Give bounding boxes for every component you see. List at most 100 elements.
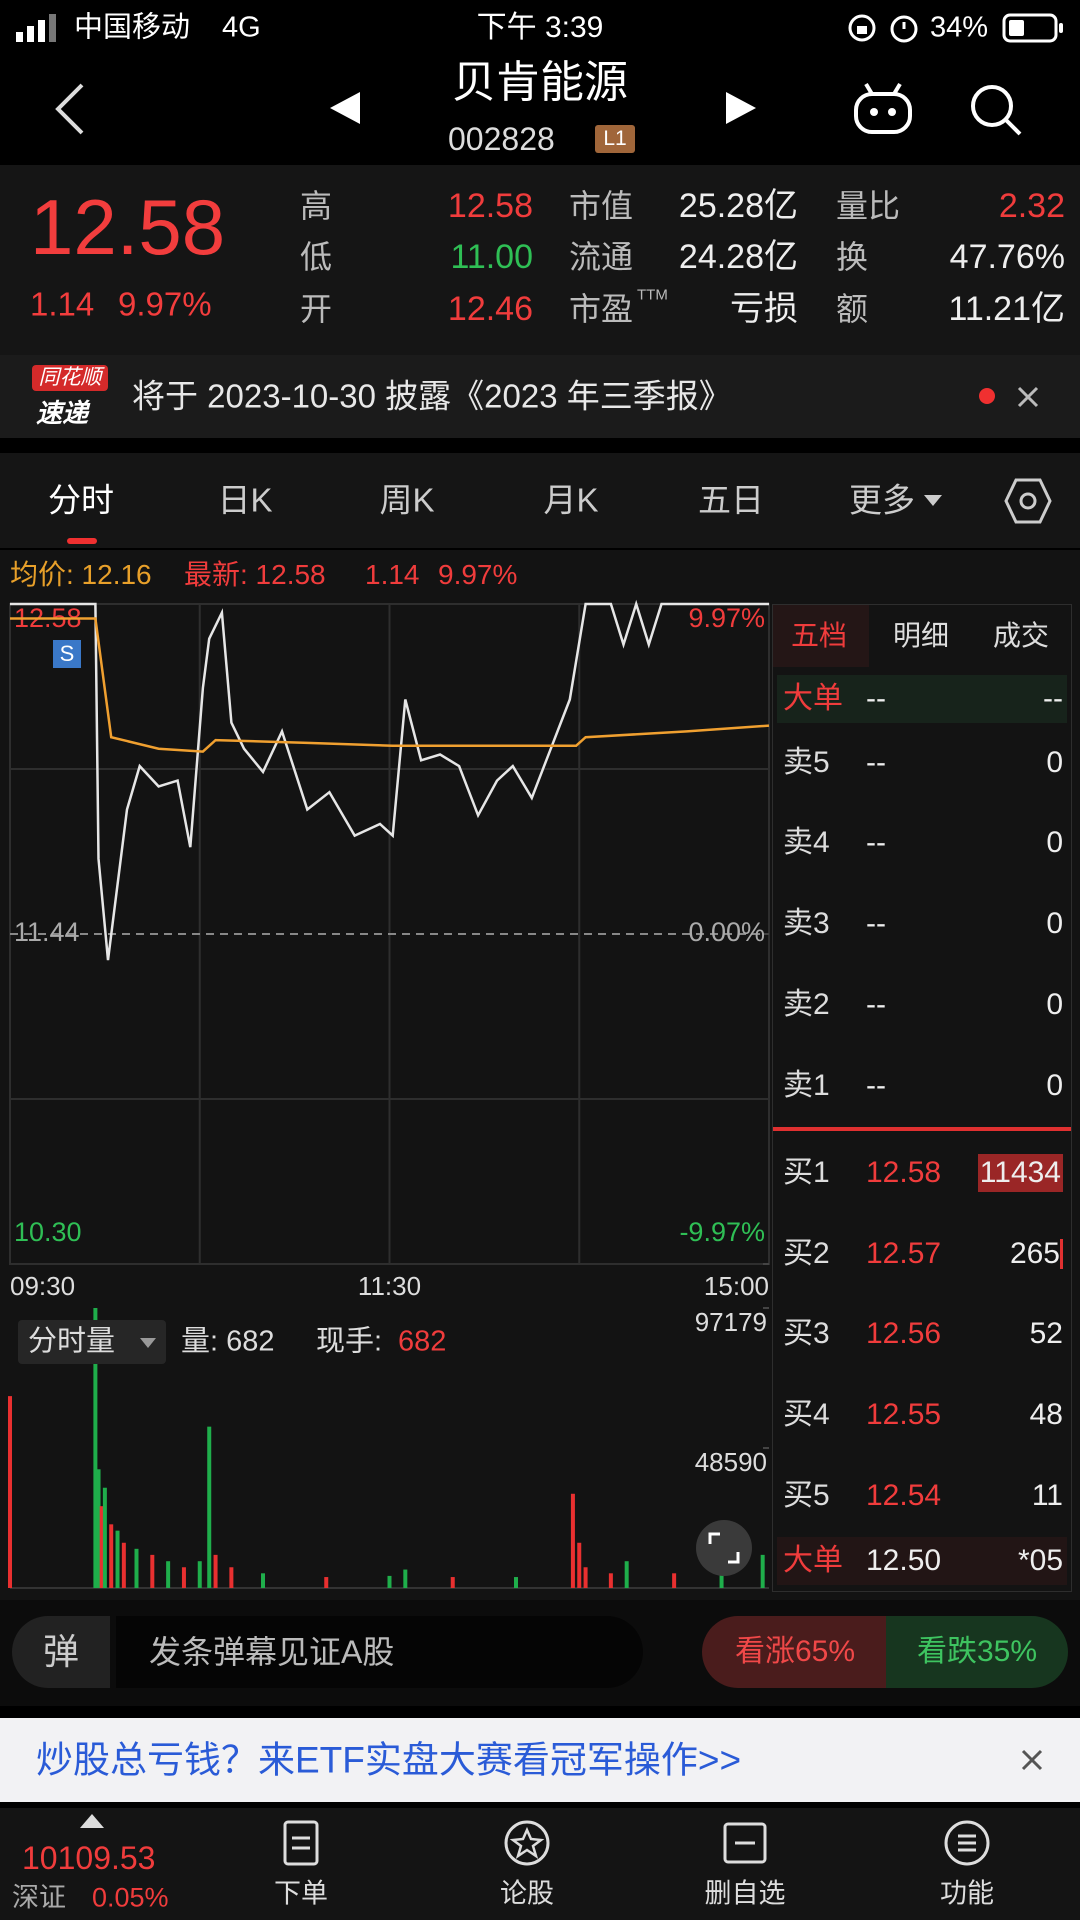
book-tab[interactable]: 成交 xyxy=(992,620,1050,651)
y2-tick-label: -9.97% xyxy=(679,1217,765,1247)
book-label: 卖2 xyxy=(783,988,830,1021)
top-bar: 中国移动 4G 下午 3:39 34% 贝肯能源 002828 L1 xyxy=(0,0,1080,165)
book-tab[interactable]: 五档 xyxy=(790,620,848,651)
stat-value: 12.46 xyxy=(447,290,533,328)
book-label: 卖3 xyxy=(783,907,830,940)
period-tab[interactable]: 五日 xyxy=(698,481,764,519)
stock-name: 贝肯能源 xyxy=(452,58,628,107)
nav-label[interactable]: 下单 xyxy=(274,1878,328,1909)
search-button[interactable] xyxy=(968,82,1024,138)
volume-bar xyxy=(93,1308,98,1588)
x-tick-label: 11:30 xyxy=(358,1271,421,1301)
book-row-bg xyxy=(777,1537,1067,1585)
x-tick-label: 09:30 xyxy=(10,1271,75,1301)
stat-label: 市盈 xyxy=(569,291,634,327)
notice-bar[interactable]: 同花顺 速递 将于 2023-10-30 披露《2023 年三季报》 xyxy=(0,355,1080,438)
signal-marker xyxy=(53,640,81,668)
period-tab[interactable]: 更多 xyxy=(849,481,915,519)
book-price: -- xyxy=(866,907,886,940)
volume-bar xyxy=(324,1577,329,1588)
book-price: -- xyxy=(866,826,886,859)
book-label: 卖1 xyxy=(783,1069,830,1102)
volume-bar xyxy=(583,1567,588,1588)
book-tab[interactable]: 明细 xyxy=(892,620,950,651)
nav-icon[interactable] xyxy=(719,1818,771,1868)
book-label: 卖5 xyxy=(783,746,830,779)
nav-label[interactable]: 功能 xyxy=(940,1878,994,1909)
period-tab[interactable]: 周K xyxy=(379,481,435,519)
volume-bar xyxy=(577,1542,582,1588)
last-price: 12.58 xyxy=(30,183,226,271)
notice-logo-top: 同花顺 xyxy=(32,365,108,391)
book-volume: 0 xyxy=(1046,1069,1063,1102)
book-tab-highlight xyxy=(773,605,869,667)
signal-marker-label: S xyxy=(60,641,75,666)
latest-change: 1.14 xyxy=(365,559,420,590)
intraday-chart: 09:30 11:30 15:0012.5811.4410.309.97%0.00%… xyxy=(8,599,770,1589)
danmaku-toggle[interactable]: 弹 xyxy=(12,1616,110,1688)
stat-label: 市值 xyxy=(569,188,634,224)
book-volume: 48 xyxy=(1029,1398,1063,1431)
index-value[interactable]: 10109.53 xyxy=(22,1840,156,1876)
volume-bar xyxy=(99,1506,104,1588)
notice-text: 将于 2023-10-30 披露《2023 年三季报》 xyxy=(132,377,732,415)
volume-bar xyxy=(719,1567,724,1588)
ad-banner[interactable]: 炒股总亏钱？来ETF实盘大赛看冠军操作>> xyxy=(0,1718,1080,1802)
volume-bar xyxy=(102,1487,107,1588)
back-button[interactable] xyxy=(50,82,90,136)
prev-stock-button[interactable] xyxy=(328,90,362,126)
ad-close[interactable] xyxy=(1020,1748,1044,1772)
book-label: 买3 xyxy=(783,1317,830,1350)
volume-bar xyxy=(166,1561,171,1588)
volume-mode-button xyxy=(18,1320,166,1364)
bull-vote[interactable]: 看涨65% xyxy=(702,1616,888,1688)
ad-text: 炒股总亏钱？来ETF实盘大赛看冠军操作>> xyxy=(36,1739,742,1781)
book-label: 买1 xyxy=(783,1156,830,1189)
book-price: 12.58 xyxy=(866,1156,942,1189)
price-change: 1.14 xyxy=(30,285,95,323)
nav-icon[interactable] xyxy=(501,1818,553,1868)
expand-icon xyxy=(708,1532,740,1564)
price-change-pct: 9.97% xyxy=(118,285,212,323)
price-line xyxy=(10,599,769,961)
bottom-nav: 10109.53 深证 0.05% 下单 论股 删自选 功能 xyxy=(0,1808,1080,1920)
notice-close[interactable] xyxy=(1016,385,1040,409)
bear-vote[interactable]: 看跌35% xyxy=(886,1616,1068,1688)
stat-label: 量比 xyxy=(836,188,901,224)
carrier: 中国移动 xyxy=(74,11,191,44)
latest-price: 最新: 12.58 xyxy=(184,559,326,590)
stat-label: 开 xyxy=(300,291,333,327)
stat-value: 亏损 xyxy=(730,290,798,328)
danmaku-placeholder: 发条弹幕见证A股 xyxy=(149,1634,395,1670)
stat-value: 25.28亿 xyxy=(678,187,798,225)
book-price: 12.56 xyxy=(866,1317,942,1350)
nav-icon[interactable] xyxy=(941,1818,993,1868)
book-volume: 11434 xyxy=(977,1154,1063,1192)
volume-bar xyxy=(121,1542,126,1588)
notice-dot xyxy=(979,388,995,404)
dropdown-caret xyxy=(924,495,942,506)
settings-button[interactable] xyxy=(1004,477,1052,525)
nav-label[interactable]: 删自选 xyxy=(704,1878,786,1909)
period-tab[interactable]: 月K xyxy=(543,481,599,519)
book-label: 买2 xyxy=(783,1237,830,1270)
nav-label[interactable]: 论股 xyxy=(500,1878,554,1909)
quote-panel: 12.58 1.14 9.97% 高 12.58 低 11.00 开 12.46 市值 25.… xyxy=(0,165,1080,355)
volume-bar xyxy=(624,1561,629,1588)
stat-value: 47.76% xyxy=(949,238,1065,276)
assistant-button[interactable] xyxy=(852,80,914,136)
book-volume: 0 xyxy=(1046,988,1063,1021)
period-tab[interactable]: 日K xyxy=(217,481,273,519)
volume-label: 量: 682 xyxy=(181,1326,275,1358)
volume-bar xyxy=(115,1530,120,1588)
period-tab[interactable]: 分时 xyxy=(48,481,114,519)
nav-icon[interactable] xyxy=(275,1818,327,1868)
volume-bar xyxy=(450,1577,455,1588)
x-tick-label: 15:00 xyxy=(704,1271,769,1301)
next-stock-button[interactable] xyxy=(724,90,758,126)
stat-value: 11.21亿 xyxy=(948,290,1065,328)
current-hand-value: 682 xyxy=(398,1326,446,1358)
danmaku-input[interactable] xyxy=(116,1616,643,1688)
book-volume: *05 xyxy=(1017,1544,1063,1577)
